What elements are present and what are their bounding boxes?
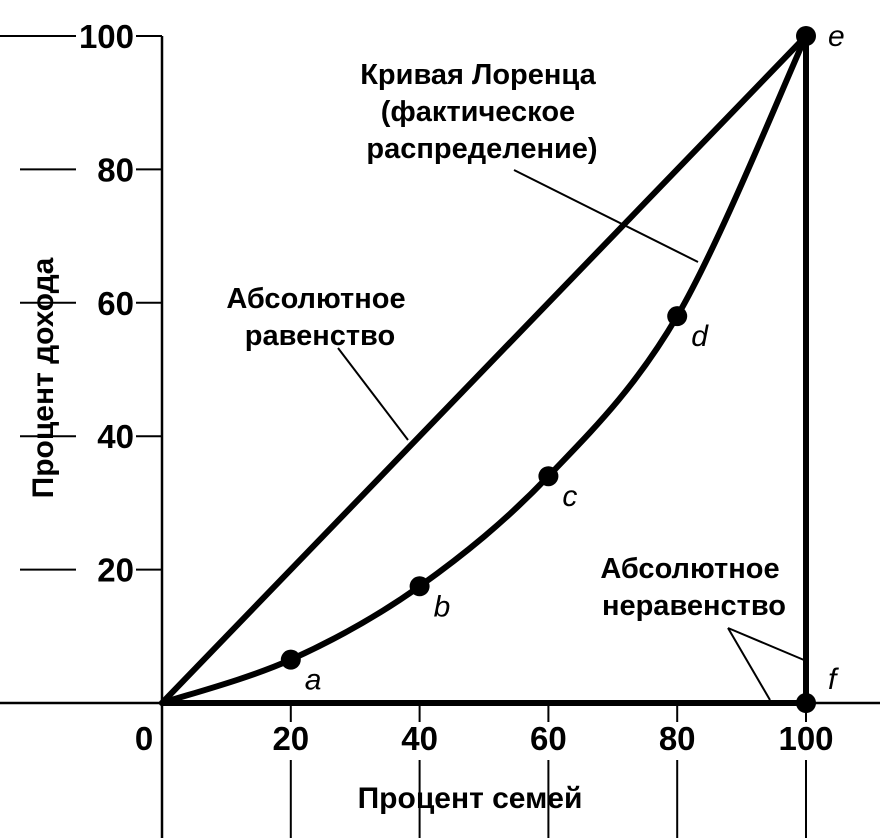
- annotation-inequality-line-2: неравенство: [602, 590, 786, 622]
- point-label-f: f: [828, 663, 839, 696]
- tick-labels: 20 40 60 80 100 0 20 40 60 80 100: [79, 18, 834, 757]
- x-tick-label-80: 80: [659, 720, 696, 757]
- y-tick-label-20: 20: [97, 552, 134, 589]
- point-f: [796, 693, 816, 713]
- x-axis-title: Процент семей: [358, 782, 583, 815]
- y-axis-title: Процент дохода: [27, 257, 60, 498]
- data-points: a b c d e f: [280, 20, 845, 713]
- point-c: [538, 466, 559, 487]
- x-tick-label-0: 0: [135, 720, 153, 757]
- annotation-leaders: [337, 169, 805, 701]
- point-d: [667, 306, 688, 327]
- leader-inequality-bottom: [727, 627, 771, 701]
- point-label-d: d: [691, 320, 709, 353]
- leader-inequality-right: [727, 627, 805, 661]
- annotation-equality: Абсолютное равенство: [226, 283, 413, 352]
- leader-equality: [337, 347, 409, 441]
- point-a: [280, 649, 301, 670]
- point-b: [409, 576, 430, 597]
- y-tick-label-60: 60: [97, 285, 134, 322]
- series-line-equality: [159, 33, 809, 706]
- annotation-equality-line-2: равенство: [245, 320, 395, 352]
- x-tick-label-20: 20: [272, 720, 309, 757]
- y-tick-label-40: 40: [97, 418, 134, 455]
- y-tick-label-80: 80: [97, 151, 134, 188]
- point-label-b: b: [434, 590, 451, 623]
- y-tick-label-100: 100: [79, 18, 134, 55]
- point-label-a: a: [305, 664, 322, 697]
- x-tick-label-40: 40: [401, 720, 438, 757]
- point-e: [796, 26, 816, 46]
- annotation-equality-line-1: Абсолютное: [226, 283, 405, 315]
- annotation-inequality: Абсолютное неравенство: [600, 553, 787, 622]
- annotation-lorenz: Кривая Лоренца (фактическое распределени…: [360, 59, 604, 165]
- annotation-lorenz-line-2: (фактическое: [381, 96, 575, 128]
- annotation-lorenz-line-3: распределение): [366, 133, 597, 165]
- leader-lorenz: [513, 169, 699, 263]
- annotation-lorenz-line-1: Кривая Лоренца: [360, 59, 596, 91]
- x-tick-label-100: 100: [778, 720, 833, 757]
- point-label-c: c: [562, 480, 577, 513]
- annotation-inequality-line-1: Абсолютное: [600, 553, 779, 585]
- x-tick-label-60: 60: [530, 720, 567, 757]
- point-label-e: e: [828, 20, 845, 53]
